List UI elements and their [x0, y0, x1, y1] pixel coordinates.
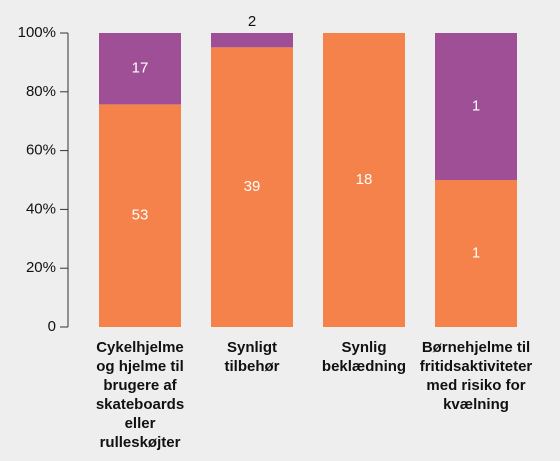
x-tick-label-line: rulleskøjter	[100, 434, 181, 451]
data-label: 39	[244, 178, 261, 195]
data-label: 2	[248, 13, 256, 30]
x-tick-label-line: Cykelhjelme	[96, 339, 184, 356]
bar-segment	[435, 33, 517, 180]
x-tick-label-line: brugere af	[103, 377, 177, 394]
x-tick-label-line: Synligt	[227, 339, 277, 356]
x-tick-label-line: skateboards	[96, 396, 184, 413]
y-tick-label: 60%	[26, 142, 56, 159]
x-tick-label-line: Børnehjelme til	[422, 339, 530, 356]
data-label: 53	[132, 207, 149, 224]
bar-segment	[211, 33, 293, 48]
data-label: 1	[472, 97, 480, 114]
bar-segment	[99, 33, 181, 105]
x-tick-label-line: eller	[125, 415, 156, 432]
bar-segment	[323, 33, 405, 327]
y-tick-label: 100%	[18, 24, 56, 41]
x-tick-label-line: og hjelme til	[96, 358, 184, 375]
data-label: 17	[132, 60, 149, 77]
x-tick-label-line: fritidsaktiviteter	[420, 358, 533, 375]
x-tick-label-line: med risiko for	[426, 377, 525, 394]
x-tick-label-line: kvælning	[443, 396, 509, 413]
x-tick-label: Børnehjelme til fritidsaktiviteter med ris…	[420, 339, 533, 413]
data-label: 18	[356, 171, 373, 188]
x-tick-label: Synligt tilbehør	[225, 339, 280, 375]
x-tick-label-line: tilbehør	[225, 358, 280, 375]
data-label: 1	[472, 244, 480, 261]
y-tick-label: 40%	[26, 200, 56, 217]
y-tick-label: 0	[48, 318, 56, 335]
bar-segment	[99, 104, 181, 328]
y-tick-label: 80%	[26, 83, 56, 100]
x-tick-label-line: Synlig	[341, 339, 386, 356]
bar-segment	[435, 180, 517, 327]
y-tick-label: 20%	[26, 259, 56, 276]
x-tick-label: Cykelhjelme og hjelme til brugere af skateb…	[96, 339, 184, 451]
x-tick-label-line: beklædning	[322, 358, 406, 375]
bar-segment	[211, 47, 293, 328]
x-tick-label: Synlig beklædning	[322, 339, 406, 375]
